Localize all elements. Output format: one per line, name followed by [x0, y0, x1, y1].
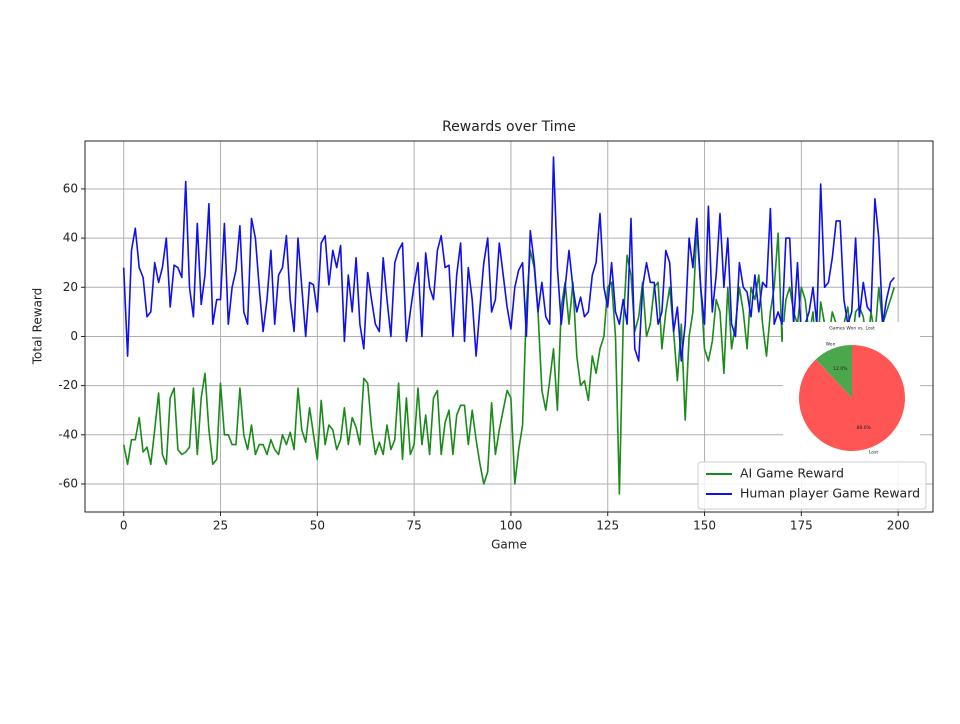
x-tick-label: 200	[887, 519, 910, 533]
x-tick-label: 175	[790, 519, 813, 533]
line-series	[122, 227, 896, 495]
y-axis-label: Total Reward	[31, 288, 45, 366]
plot-frame	[84, 140, 934, 513]
y-tick-label: -60	[58, 476, 78, 490]
pie-value-label: 12.0%	[833, 366, 848, 372]
y-tick-label: 0	[70, 329, 78, 343]
y-tick-label: 40	[63, 231, 78, 245]
x-tick-label: 50	[310, 519, 325, 533]
x-tick-label: 75	[406, 519, 421, 533]
legend-box	[697, 461, 927, 510]
line-series	[122, 156, 895, 362]
pie-wedge	[799, 345, 905, 452]
legend-label: AI Game Reward	[740, 466, 844, 481]
pie-wedge	[815, 345, 852, 398]
x-tick-label: 25	[213, 519, 228, 533]
y-tick-label: 60	[63, 181, 78, 195]
x-tick-label: 150	[693, 519, 716, 533]
pie-value-label: 88.0%	[857, 425, 872, 431]
inset-pie: Games Won vs. Lost Won 12.0% Lost 88.0%	[783, 322, 920, 462]
x-axis-label: Game	[491, 538, 527, 552]
pie-label: Lost	[869, 450, 879, 456]
chart-title: Rewards over Time	[442, 119, 576, 135]
legend-label: Human player Game Reward	[740, 486, 920, 501]
y-tick-label: 20	[63, 280, 78, 294]
x-tick-label: 125	[596, 519, 619, 533]
y-tick-label: -20	[58, 378, 78, 392]
y-tick-label: -40	[58, 427, 78, 441]
pie-title: Games Won vs. Lost	[829, 326, 875, 332]
x-tick-label: 0	[120, 519, 128, 533]
x-tick-label: 100	[499, 519, 522, 533]
pie-label: Won	[826, 341, 836, 347]
